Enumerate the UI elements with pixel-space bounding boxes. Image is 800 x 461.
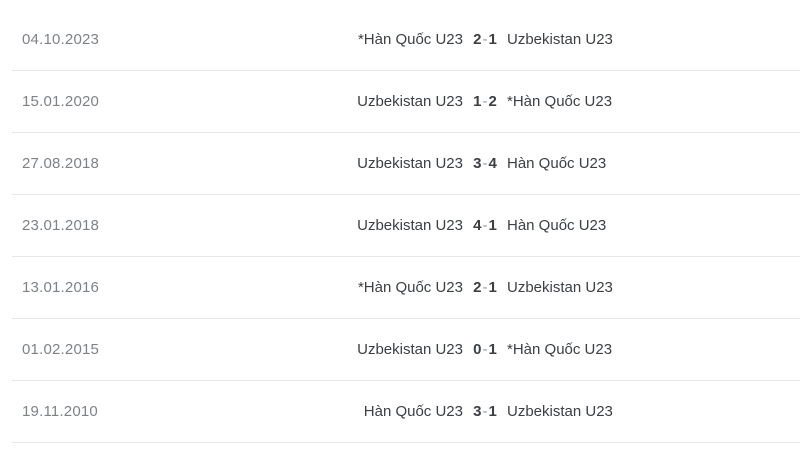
head-to-head-results-table: 04.10.2023 *Hàn Quốc U23 2-1 Uzbekistan …	[12, 9, 800, 443]
away-team-name: *Hàn Quốc U23	[507, 341, 613, 358]
home-team-name: Uzbekistan U23	[357, 341, 463, 358]
match-score: 3-4	[463, 155, 507, 172]
home-score: 2	[473, 279, 482, 296]
home-score: 2	[473, 31, 482, 48]
home-team-name: *Hàn Quốc U23	[357, 31, 463, 48]
home-score: 3	[473, 155, 482, 172]
match-score: 0-1	[463, 341, 507, 358]
home-team-name: *Hàn Quốc U23	[357, 279, 463, 296]
away-team-name: Hàn Quốc U23	[507, 155, 607, 172]
away-score: 1	[488, 403, 497, 420]
away-score: 1	[488, 341, 497, 358]
home-team-name: Hàn Quốc U23	[363, 403, 463, 420]
score-separator: -	[482, 93, 488, 110]
home-team-name: Uzbekistan U23	[357, 155, 463, 172]
match-row[interactable]: 04.10.2023 *Hàn Quốc U23 2-1 Uzbekistan …	[12, 9, 800, 71]
away-score: 2	[488, 93, 497, 110]
match-row[interactable]: 01.02.2015 Uzbekistan U23 0-1 *Hàn Quốc …	[12, 319, 800, 381]
match-score: 1-2	[463, 93, 507, 110]
away-team-name: *Hàn Quốc U23	[507, 93, 613, 110]
score-separator: -	[482, 403, 488, 420]
match-row[interactable]: 15.01.2020 Uzbekistan U23 1-2 *Hàn Quốc …	[12, 71, 800, 133]
home-score: 4	[473, 217, 482, 234]
home-team-name: Uzbekistan U23	[357, 93, 463, 110]
match-score: 3-1	[463, 403, 507, 420]
away-team-name: Uzbekistan U23	[507, 279, 613, 296]
match-date: 01.02.2015	[22, 341, 100, 358]
score-separator: -	[482, 31, 488, 48]
match-date: 27.08.2018	[22, 155, 100, 172]
home-score: 1	[473, 93, 482, 110]
score-separator: -	[482, 279, 488, 296]
match-score: 4-1	[463, 217, 507, 234]
match-date: 13.01.2016	[22, 279, 100, 296]
home-score: 0	[473, 341, 482, 358]
away-score: 4	[488, 155, 497, 172]
away-team-name: Uzbekistan U23	[507, 31, 613, 48]
away-team-name: Uzbekistan U23	[507, 403, 613, 420]
away-team-name: Hàn Quốc U23	[507, 217, 607, 234]
score-separator: -	[482, 217, 488, 234]
match-date: 15.01.2020	[22, 93, 100, 110]
home-team-name: Uzbekistan U23	[357, 217, 463, 234]
match-score: 2-1	[463, 31, 507, 48]
match-row[interactable]: 23.01.2018 Uzbekistan U23 4-1 Hàn Quốc U…	[12, 195, 800, 257]
match-date: 04.10.2023	[22, 31, 100, 48]
match-date: 19.11.2010	[22, 403, 98, 420]
match-date: 23.01.2018	[22, 217, 100, 234]
away-score: 1	[488, 279, 497, 296]
match-row[interactable]: 27.08.2018 Uzbekistan U23 3-4 Hàn Quốc U…	[12, 133, 800, 195]
score-separator: -	[482, 155, 488, 172]
match-row[interactable]: 13.01.2016 *Hàn Quốc U23 2-1 Uzbekistan …	[12, 257, 800, 319]
away-score: 1	[488, 217, 497, 234]
score-separator: -	[482, 341, 488, 358]
match-score: 2-1	[463, 279, 507, 296]
match-row[interactable]: 19.11.2010 Hàn Quốc U23 3-1 Uzbekistan U…	[12, 381, 800, 443]
away-score: 1	[488, 31, 497, 48]
home-score: 3	[473, 403, 482, 420]
